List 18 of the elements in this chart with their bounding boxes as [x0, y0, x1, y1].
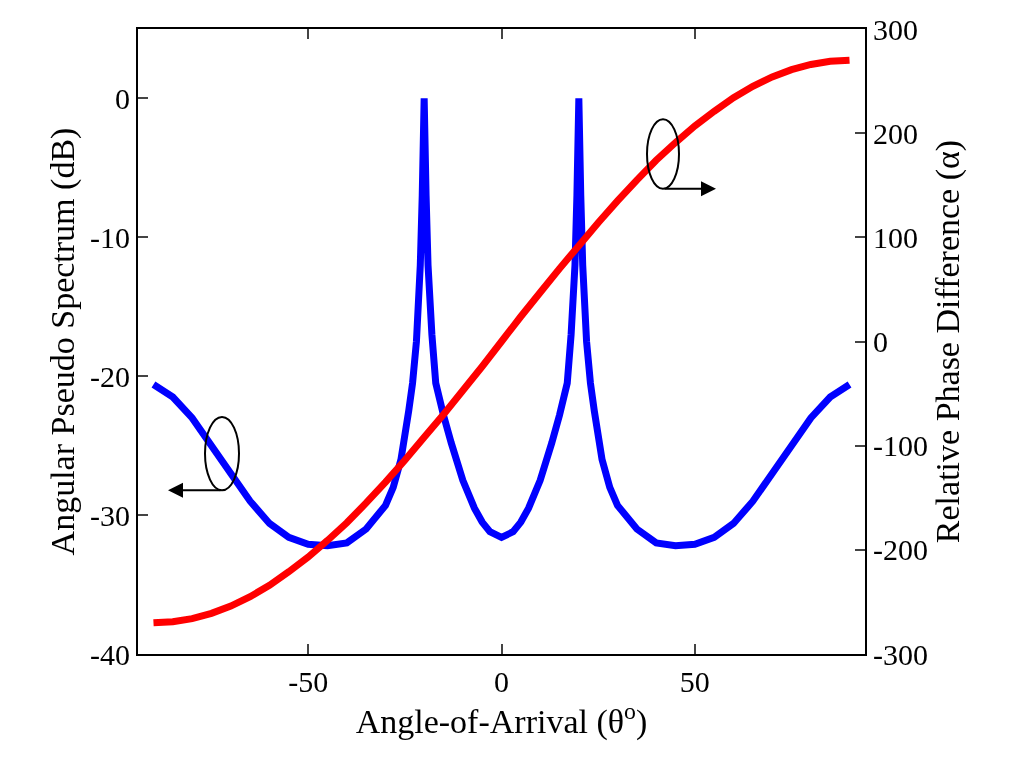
y2-tick-label: -300 — [873, 637, 928, 671]
y2-tick-label: -200 — [873, 533, 928, 567]
x-axis-title: Angle-of-Arrival (θ$^{o}$) — [355, 698, 648, 742]
y-tick-label: -20 — [90, 359, 130, 393]
y2-tick-label: 100 — [873, 220, 918, 254]
y2-tick-label: 300 — [873, 12, 918, 46]
y2-tick-label: -100 — [873, 429, 928, 463]
y-tick-label: -40 — [90, 637, 130, 671]
y2-tick-label: 0 — [873, 325, 888, 358]
y-tick-label: -10 — [90, 220, 130, 254]
y-axis-title: Angular Pseudo Spectrum (dB) — [44, 127, 83, 556]
x-tick-label: -50 — [288, 665, 329, 698]
x-tick-label: 50 — [679, 665, 710, 698]
y-tick-label: 0 — [115, 81, 130, 115]
x-tick-label: 0 — [494, 665, 509, 698]
y-tick-label: -30 — [90, 498, 130, 532]
y2-axis-title: Relative Phase Difference (α) — [928, 139, 967, 544]
y2-tick-label: 200 — [873, 116, 918, 150]
